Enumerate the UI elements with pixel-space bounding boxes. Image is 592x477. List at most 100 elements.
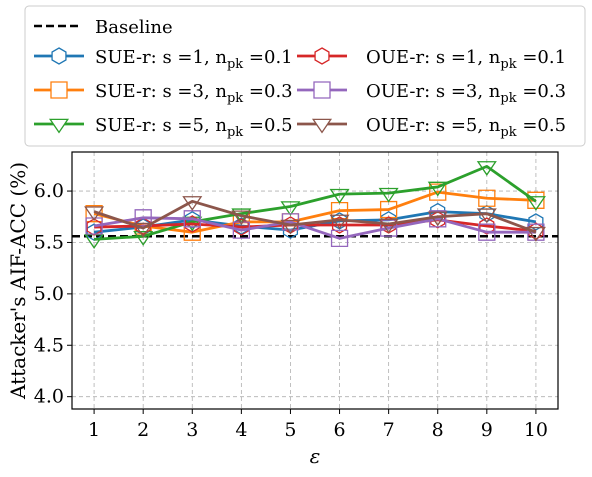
data-point-s6-x8 bbox=[427, 211, 448, 227]
y-tick-label-6.0: 6.0 bbox=[34, 180, 64, 202]
series-line-6 bbox=[93, 199, 537, 234]
legend-swatch-marker-2 bbox=[50, 81, 68, 99]
legend-frame bbox=[24, 5, 586, 147]
x-tick-label-7: 7 bbox=[383, 419, 395, 441]
legend-label-value-1: =0.1 bbox=[243, 47, 292, 68]
series-line-5 bbox=[93, 216, 536, 240]
x-axis-label: ε bbox=[310, 444, 321, 468]
legend-label-subscript-6: pk bbox=[500, 125, 516, 140]
legend-label-6: OUE-r: s =5, npk =0.5 bbox=[366, 115, 566, 140]
data-point-s5-x8 bbox=[429, 210, 447, 228]
series-6 bbox=[84, 196, 546, 242]
data-point-s4-x2 bbox=[135, 217, 151, 235]
data-point-s2-x9 bbox=[478, 189, 496, 207]
data-point-s3-x8 bbox=[427, 181, 448, 197]
axes: 1 2 3 4 5 6 7 8 9 10 4.0 4.5 5.0 5.5 6.0 ε Attacker's AI… bbox=[6, 151, 559, 468]
y-axis-label: Attacker's AIF-ACC (%) bbox=[6, 162, 30, 400]
legend-label-main-3: SUE-r: s =5, n bbox=[95, 115, 227, 136]
y-tick-label-4.5: 4.5 bbox=[34, 334, 64, 356]
series-layer bbox=[84, 161, 546, 249]
plot-frame bbox=[71, 151, 559, 410]
data-point-s3-x9 bbox=[476, 161, 497, 176]
data-point-s6-x7 bbox=[378, 218, 399, 234]
data-point-s6-x2 bbox=[133, 222, 154, 238]
legend-label-main-2: SUE-r: s =3, n bbox=[95, 81, 227, 102]
legend-swatch-marker-4 bbox=[314, 47, 330, 65]
legend-label-subscript-2: pk bbox=[227, 91, 243, 106]
data-point-s6-x1 bbox=[84, 206, 105, 222]
data-point-s4-x9 bbox=[479, 217, 495, 235]
data-point-s6-x4 bbox=[231, 210, 252, 226]
legend-label-4: OUE-r: s =1, npk =0.1 bbox=[366, 47, 566, 72]
legend-label-value-2: =0.3 bbox=[243, 81, 292, 102]
legend-label-main-6: OUE-r: s =5, n bbox=[366, 115, 501, 136]
data-point-s3-x2 bbox=[133, 231, 154, 246]
x-tick-label-6: 6 bbox=[333, 419, 345, 441]
data-point-s5-x1 bbox=[85, 217, 103, 235]
data-point-s6-x3 bbox=[182, 196, 203, 211]
data-point-s6-x9 bbox=[476, 208, 497, 224]
data-point-s3-x7 bbox=[378, 187, 399, 203]
data-point-s4-x1 bbox=[86, 218, 102, 236]
legend-entry-4: OUE-r: s =1, npk =0.1 bbox=[297, 47, 566, 72]
data-point-s5-x10 bbox=[527, 223, 545, 241]
legend-label-subscript-3: pk bbox=[227, 125, 243, 140]
legend-label-5: OUE-r: s =3, npk =0.3 bbox=[366, 81, 566, 106]
x-tick-label-5: 5 bbox=[284, 419, 296, 441]
data-point-s5-x9 bbox=[478, 223, 496, 241]
data-point-s3-x5 bbox=[280, 201, 301, 217]
data-point-s2-x10 bbox=[527, 191, 545, 209]
legend-swatch-marker-1 bbox=[51, 47, 67, 65]
legend-entry-1: SUE-r: s =1, npk =0.1 bbox=[34, 47, 293, 72]
data-point-s2-x6 bbox=[330, 201, 349, 220]
legend-label-baseline: Baseline bbox=[95, 17, 173, 38]
legend-label-subscript-1: pk bbox=[227, 57, 243, 72]
legend-entry-3: SUE-r: s =5, npk =0.5 bbox=[34, 115, 293, 140]
x-tick-label-3: 3 bbox=[186, 419, 198, 441]
series-5 bbox=[85, 209, 545, 248]
legend-entry-6: OUE-r: s =5, npk =0.5 bbox=[297, 115, 566, 140]
legend-label-subscript-5: pk bbox=[500, 91, 516, 106]
legend-label-value-3: =0.5 bbox=[243, 115, 292, 136]
legend-label-value-4: =0.1 bbox=[517, 47, 566, 68]
x-tick-label-2: 2 bbox=[137, 419, 149, 441]
data-point-s2-x8 bbox=[429, 183, 447, 201]
y-tick-label-5.5: 5.5 bbox=[34, 231, 64, 253]
legend-label-value-6: =0.5 bbox=[517, 115, 566, 136]
legend-swatch-marker-5 bbox=[313, 81, 331, 99]
data-point-s5-x7 bbox=[379, 219, 398, 237]
data-point-s6-x5 bbox=[280, 219, 301, 235]
legend-label-3: SUE-r: s =5, npk =0.5 bbox=[95, 115, 293, 140]
legend-label-subscript-4: pk bbox=[500, 57, 516, 72]
legend-swatch-marker-3 bbox=[48, 118, 70, 134]
data-point-s4-x4 bbox=[233, 218, 249, 236]
x-tick-label-9: 9 bbox=[481, 419, 493, 441]
y-tick-label-5.0: 5.0 bbox=[34, 283, 64, 305]
legend-label-value-5: =0.3 bbox=[517, 81, 566, 102]
legend-entry-5: OUE-r: s =3, npk =0.3 bbox=[297, 81, 566, 106]
legend-label-2: SUE-r: s =3, npk =0.3 bbox=[95, 81, 293, 106]
data-point-s3-x10 bbox=[525, 196, 546, 211]
legend-label-main-4: OUE-r: s =1, n bbox=[366, 47, 501, 68]
x-tick-label-10: 10 bbox=[524, 419, 548, 441]
x-tick-label-4: 4 bbox=[235, 419, 247, 441]
legend-entry-2: SUE-r: s =3, npk =0.3 bbox=[34, 81, 293, 106]
data-point-s1-x3 bbox=[184, 211, 200, 229]
data-point-s5-x3 bbox=[183, 210, 201, 228]
data-point-s3-x6 bbox=[329, 188, 350, 204]
data-point-s6-x6 bbox=[329, 214, 350, 230]
series-line-3 bbox=[94, 164, 537, 241]
data-point-s2-x7 bbox=[379, 200, 398, 219]
data-point-s5-x6 bbox=[330, 229, 349, 248]
series-line-4 bbox=[94, 218, 537, 233]
y-tick-label-4.0: 4.0 bbox=[34, 386, 64, 408]
legend-label-main-1: SUE-r: s =1, n bbox=[95, 47, 227, 68]
legend-swatch-marker-6 bbox=[311, 118, 333, 134]
x-tick-label-1: 1 bbox=[88, 419, 100, 441]
x-tick-label-8: 8 bbox=[432, 419, 444, 441]
data-point-s6-x10 bbox=[525, 226, 546, 242]
series-3 bbox=[84, 161, 546, 249]
legend-label-main-5: OUE-r: s =3, n bbox=[366, 81, 501, 102]
